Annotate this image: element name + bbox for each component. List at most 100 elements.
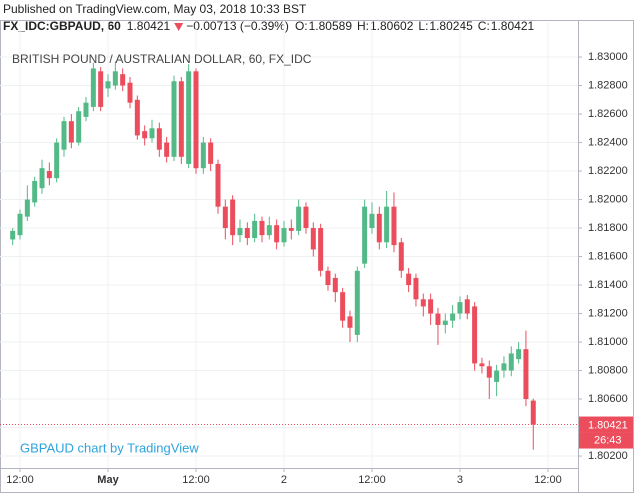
- symbol-line: FX_IDC:GBPAUD, 60 1.80421 −0.00713 (−0.39%…: [3, 19, 535, 33]
- candle-body: [362, 206, 368, 264]
- candle-body: [332, 277, 338, 293]
- y-tick-label: 1.81200: [588, 307, 628, 319]
- published-note: Published on TradingView.com, May 03, 20…: [3, 2, 307, 16]
- candle-body: [54, 142, 60, 179]
- candle-body: [457, 302, 463, 314]
- candle-body: [120, 74, 126, 86]
- candle-body: [376, 213, 382, 243]
- ohlc-value: 1.80589: [309, 19, 353, 33]
- candle-body: [171, 81, 177, 157]
- y-tick-label: 1.83000: [588, 51, 628, 63]
- candle-body: [420, 299, 426, 307]
- candle-body: [347, 316, 353, 328]
- y-tick-label: 1.82800: [588, 79, 628, 91]
- countdown: 26:43: [594, 434, 622, 446]
- candle-body: [68, 121, 74, 143]
- candle-body: [479, 363, 485, 367]
- candle-body: [494, 370, 500, 382]
- candle-body: [61, 121, 67, 150]
- candle-body: [208, 142, 214, 164]
- candle-body: [530, 400, 536, 425]
- candle-body: [369, 213, 375, 229]
- y-tick-label: 1.82200: [588, 165, 628, 177]
- candle-body: [310, 228, 316, 250]
- candle-body: [193, 71, 199, 169]
- candle-body: [340, 292, 346, 321]
- candle-body: [516, 349, 522, 360]
- candle-body: [127, 82, 133, 103]
- candle-body: [325, 270, 331, 286]
- candle-body: [215, 163, 221, 207]
- y-tick-label: 1.80800: [588, 364, 628, 376]
- candle-body: [222, 206, 228, 229]
- y-tick-label: 1.82400: [588, 136, 628, 148]
- candle-body: [486, 366, 492, 378]
- candle-body: [442, 320, 448, 325]
- chart-title: BRITISH POUND / AUSTRALIAN DOLLAR, 60, F…: [12, 52, 312, 66]
- candle-body: [464, 299, 470, 314]
- candle-body: [259, 220, 265, 236]
- candle-body: [472, 306, 478, 364]
- symbol: FX_IDC:GBPAUD, 60: [3, 19, 121, 33]
- change: −0.00713 (−0.39%): [186, 19, 289, 33]
- candle-body: [281, 228, 287, 243]
- candle-body: [523, 349, 529, 400]
- y-tick-label: 1.81000: [588, 336, 628, 348]
- candle-body: [501, 363, 507, 371]
- candle-body: [83, 102, 89, 117]
- watermark[interactable]: GBPAUD chart by TradingView: [20, 440, 199, 455]
- candle-body: [252, 220, 258, 239]
- countdown-box: [579, 432, 633, 449]
- candle-body: [303, 206, 309, 229]
- candle-body: [134, 99, 140, 136]
- candle-body: [90, 68, 96, 107]
- x-tick-label: 12:00: [534, 474, 562, 486]
- candle-body: [186, 71, 192, 164]
- candle-body: [105, 81, 111, 89]
- candle-body: [508, 353, 514, 371]
- y-tick-label: 1.81400: [588, 279, 628, 291]
- plot: [0, 22, 578, 468]
- last-price: 1.80421: [127, 19, 171, 33]
- y-tick-label: 1.82600: [588, 108, 628, 120]
- x-tick-label: 3: [457, 474, 463, 486]
- candle-body: [200, 142, 206, 169]
- ohlc-key: C:: [478, 19, 490, 33]
- ohlc-value: 1.80602: [370, 19, 414, 33]
- y-tick-label: 1.80200: [588, 450, 628, 462]
- candle-body: [98, 71, 104, 107]
- candle-body: [244, 228, 250, 239]
- price-label-box: [579, 416, 633, 433]
- candle-body: [10, 230, 16, 240]
- candle-body: [296, 206, 302, 231]
- candle-body: [288, 228, 294, 231]
- candle-body: [406, 273, 412, 286]
- ohlc-key: O:: [295, 19, 308, 33]
- y-tick-label: 1.80600: [588, 393, 628, 405]
- candle-body: [32, 181, 38, 203]
- ohlc-key: L:: [418, 19, 428, 33]
- candle-body: [17, 213, 23, 236]
- candle-body: [318, 228, 324, 271]
- candle-body: [178, 81, 184, 157]
- candle-body: [274, 225, 280, 243]
- candle-body: [428, 299, 434, 314]
- candle-body: [46, 171, 52, 179]
- down-arrow: [174, 23, 184, 31]
- candle-body: [230, 199, 236, 236]
- y-tick-label: 1.81600: [588, 250, 628, 262]
- candle-body: [24, 199, 30, 217]
- x-tick-label: May: [97, 474, 119, 486]
- y-tick-label: 1.82000: [588, 193, 628, 205]
- ohlc-key: H:: [357, 19, 369, 33]
- candle-body: [391, 206, 397, 246]
- price-label: 1.80421: [588, 419, 628, 431]
- candle-body: [112, 71, 118, 86]
- candle-body: [149, 128, 155, 139]
- x-tick-label: 12:00: [6, 474, 34, 486]
- x-tick-label: 2: [281, 474, 287, 486]
- ohlc-value: 1.80421: [491, 19, 535, 33]
- candle-body: [164, 142, 170, 157]
- candle-body: [450, 313, 456, 321]
